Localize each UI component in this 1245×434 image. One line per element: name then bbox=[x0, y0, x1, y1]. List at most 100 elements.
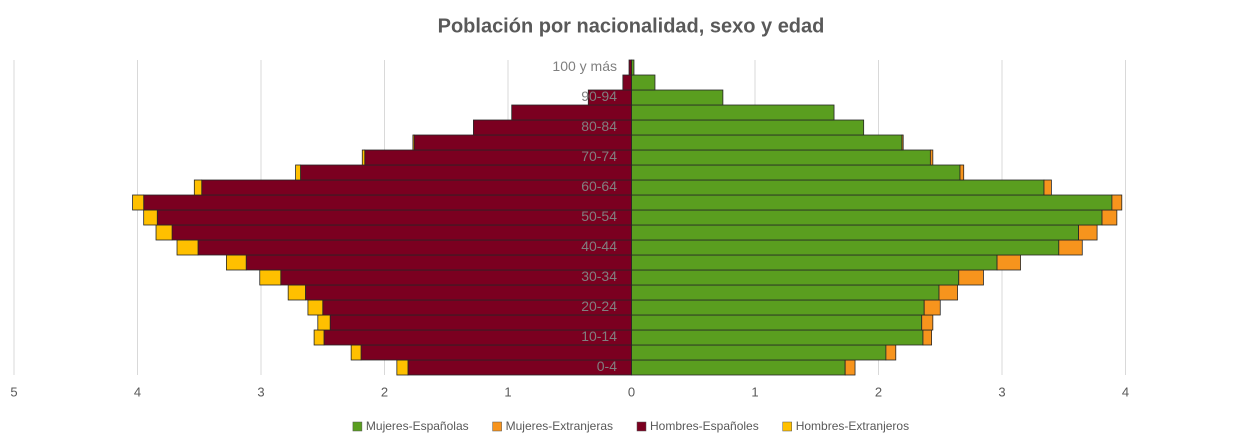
bar bbox=[132, 194, 145, 211]
bar bbox=[313, 329, 325, 346]
bar bbox=[958, 269, 984, 286]
bar bbox=[280, 269, 632, 286]
bar bbox=[1111, 194, 1123, 211]
legend-item: Mujeres-Españolas bbox=[352, 419, 469, 433]
bar bbox=[259, 269, 282, 286]
bar bbox=[155, 224, 173, 241]
bar bbox=[317, 314, 331, 331]
bar bbox=[176, 239, 199, 256]
bar bbox=[193, 179, 203, 196]
bar bbox=[922, 329, 933, 346]
bar bbox=[307, 299, 324, 316]
bar bbox=[631, 74, 656, 91]
bar bbox=[923, 299, 941, 316]
legend-swatch bbox=[352, 421, 363, 432]
legend-label: Mujeres-Extranjeras bbox=[506, 419, 613, 433]
bar bbox=[587, 89, 632, 106]
x-tick-label: 3 bbox=[998, 384, 1005, 399]
bar bbox=[631, 359, 846, 376]
bar bbox=[156, 209, 632, 226]
bar bbox=[1101, 209, 1118, 226]
bar bbox=[631, 119, 865, 136]
legend-item: Hombres-Extranjeros bbox=[782, 419, 909, 433]
bar bbox=[631, 299, 925, 316]
bar bbox=[921, 314, 934, 331]
x-tick-label: 0 bbox=[628, 384, 635, 399]
y-tick-label: 70-74 bbox=[581, 148, 617, 164]
bar bbox=[885, 344, 897, 361]
bar bbox=[631, 149, 931, 166]
bar bbox=[631, 209, 1103, 226]
legend-swatch bbox=[492, 421, 502, 432]
bar bbox=[959, 164, 965, 181]
bar bbox=[631, 89, 724, 106]
x-tick-label: 4 bbox=[134, 384, 141, 399]
x-tick-label: 1 bbox=[751, 384, 758, 399]
bar bbox=[631, 194, 1113, 211]
bar bbox=[996, 254, 1021, 271]
bar bbox=[631, 179, 1045, 196]
bar bbox=[631, 329, 924, 346]
legend-swatch bbox=[636, 421, 647, 432]
bar bbox=[295, 164, 301, 181]
x-tick-label: 2 bbox=[381, 384, 388, 399]
bar bbox=[396, 359, 409, 376]
y-tick-label: 100 y más bbox=[552, 58, 617, 74]
bar bbox=[631, 254, 998, 271]
bar bbox=[143, 209, 158, 226]
bar bbox=[631, 344, 887, 361]
bar bbox=[844, 359, 856, 376]
bar bbox=[628, 59, 632, 76]
bar bbox=[226, 254, 247, 271]
x-tick-label: 2 bbox=[875, 384, 882, 399]
bar bbox=[631, 224, 1079, 241]
bar bbox=[622, 74, 632, 91]
bar bbox=[511, 104, 632, 121]
y-tick-label: 90-94 bbox=[581, 88, 617, 104]
x-tick-label: 4 bbox=[1122, 384, 1129, 399]
x-tick-label: 1 bbox=[504, 384, 511, 399]
bar bbox=[631, 269, 960, 286]
y-tick-label: 80-84 bbox=[581, 118, 617, 134]
bar bbox=[360, 344, 632, 361]
bar bbox=[901, 134, 904, 151]
legend-label: Mujeres-Españolas bbox=[366, 419, 469, 433]
y-tick-label: 30-34 bbox=[581, 268, 617, 284]
bar bbox=[412, 134, 415, 151]
x-tick-label: 5 bbox=[10, 384, 17, 399]
legend-label: Hombres-Españoles bbox=[650, 419, 759, 433]
bar bbox=[938, 284, 958, 301]
y-tick-label: 10-14 bbox=[581, 328, 617, 344]
legend-item: Mujeres-Extranjeras bbox=[492, 419, 613, 433]
bar bbox=[1078, 224, 1098, 241]
y-tick-label: 50-54 bbox=[581, 208, 617, 224]
bar bbox=[1058, 239, 1083, 256]
y-tick-label: 0-4 bbox=[597, 358, 617, 374]
bar bbox=[631, 239, 1060, 256]
x-tick-label: 3 bbox=[257, 384, 264, 399]
chart-title: Población por nacionalidad, sexo y edad bbox=[438, 15, 825, 37]
bar bbox=[245, 254, 632, 271]
bar bbox=[201, 179, 632, 196]
bar bbox=[631, 134, 903, 151]
bar bbox=[361, 149, 366, 166]
bar bbox=[1043, 179, 1052, 196]
legend-label: Hombres-Extranjeros bbox=[796, 419, 909, 433]
bar bbox=[631, 314, 923, 331]
bar bbox=[171, 224, 632, 241]
y-tick-label: 20-24 bbox=[581, 298, 617, 314]
bar bbox=[287, 284, 306, 301]
legend-item: Hombres-Españoles bbox=[636, 419, 759, 433]
bar bbox=[631, 104, 835, 121]
bar bbox=[197, 239, 632, 256]
bar bbox=[143, 194, 632, 211]
bar bbox=[631, 284, 940, 301]
bar bbox=[631, 164, 961, 181]
y-tick-label: 40-44 bbox=[581, 238, 617, 254]
bar bbox=[350, 344, 362, 361]
bars bbox=[132, 59, 1123, 376]
y-tick-label: 60-64 bbox=[581, 178, 617, 194]
bar bbox=[929, 149, 934, 166]
legend-swatch bbox=[782, 421, 792, 432]
